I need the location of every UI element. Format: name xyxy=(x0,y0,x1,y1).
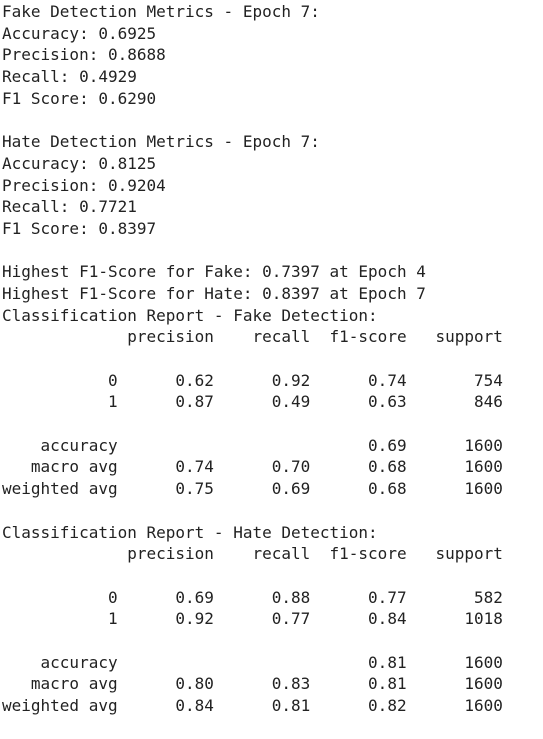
highest-line: Highest F1-Score for Fake: 0.7397 at Epo… xyxy=(2,261,543,283)
highest-line: Highest F1-Score for Hate: 0.8397 at Epo… xyxy=(2,283,426,303)
column-header: support xyxy=(435,327,503,347)
report-row: weighted avg 0.84 0.81 0.82 1600 xyxy=(2,695,543,717)
row-label: macro avg xyxy=(30,457,118,477)
metric-line: F1 Score: 0.6290 xyxy=(2,88,543,110)
section-heading: Fake Detection Metrics - Epoch 7: xyxy=(2,1,543,23)
cell: 0.74 xyxy=(368,370,407,390)
metric-line: Accuracy: 0.6925 xyxy=(2,23,543,45)
cell: 0.49 xyxy=(271,392,311,412)
report-row: 1 0.92 0.77 0.84 1018 xyxy=(2,608,543,630)
metric-line: F1 Score: 0.8397 xyxy=(2,218,157,238)
report-title: Classification Report - Hate Detection: xyxy=(2,522,543,544)
metric-line: Precision: 0.8688 xyxy=(2,45,166,65)
row-label: 0 xyxy=(107,370,118,390)
cell: 0.74 xyxy=(175,457,214,477)
cell: 0.92 xyxy=(175,609,214,629)
report-header: precision recall f1-score support xyxy=(2,543,543,565)
row-label: 0 xyxy=(107,587,118,607)
highest-line: Highest F1-Score for Fake: 0.7397 at Epo… xyxy=(2,262,426,282)
report-row: accuracy 0.81 1600 xyxy=(2,652,543,674)
column-header: support xyxy=(435,544,503,564)
row-label: 1 xyxy=(107,392,118,412)
cell: 0.77 xyxy=(368,587,407,607)
cell: 1600 xyxy=(464,457,503,477)
metric-line: Precision: 0.9204 xyxy=(2,175,166,195)
metric-line: Accuracy: 0.6925 xyxy=(2,23,157,43)
report-row: accuracy 0.69 1600 xyxy=(2,435,543,457)
report-row: 1 0.87 0.49 0.63 846 xyxy=(2,391,543,413)
highest-line: Highest F1-Score for Hate: 0.8397 at Epo… xyxy=(2,283,543,305)
cell: 0.68 xyxy=(368,457,407,477)
row-label: accuracy xyxy=(40,435,118,455)
cell: 754 xyxy=(474,370,503,390)
metric-line: Recall: 0.7721 xyxy=(2,197,137,217)
column-header: f1-score xyxy=(329,327,407,347)
cell: 0.84 xyxy=(368,609,407,629)
row-label: 1 xyxy=(107,609,118,629)
metric-line: Precision: 0.9204 xyxy=(2,175,543,197)
metric-line: Precision: 0.8688 xyxy=(2,44,543,66)
report-row: macro avg 0.74 0.70 0.68 1600 xyxy=(2,456,543,478)
column-header: precision xyxy=(127,544,214,564)
row-label: accuracy xyxy=(40,652,118,672)
cell: 1600 xyxy=(464,652,503,672)
report-row: macro avg 0.80 0.83 0.81 1600 xyxy=(2,673,543,695)
cell: 0.83 xyxy=(271,674,311,694)
cell: 0.69 xyxy=(175,587,214,607)
metric-line: Accuracy: 0.8125 xyxy=(2,153,543,175)
cell: 0.84 xyxy=(175,696,214,715)
cell: 1600 xyxy=(464,435,503,455)
cell: 0.62 xyxy=(175,370,214,390)
metric-line: F1 Score: 0.8397 xyxy=(2,218,543,240)
column-header: f1-score xyxy=(329,544,407,564)
cell: 0.69 xyxy=(271,479,311,499)
row-label: weighted avg xyxy=(2,479,118,499)
cell: 1018 xyxy=(464,609,503,629)
metric-line: Recall: 0.4929 xyxy=(2,66,543,88)
metric-line: Recall: 0.4929 xyxy=(2,67,137,87)
report-title: Classification Report - Fake Detection: xyxy=(2,305,378,325)
section-heading: Hate Detection Metrics - Epoch 7: xyxy=(2,132,320,152)
cell: 1600 xyxy=(464,696,503,715)
cell: 0.68 xyxy=(368,479,407,499)
cell: 0.88 xyxy=(271,587,311,607)
cell: 1600 xyxy=(464,479,503,499)
report-title: Classification Report - Fake Detection: xyxy=(2,305,543,327)
section-heading: Hate Detection Metrics - Epoch 7: xyxy=(2,131,543,153)
cell: 0.75 xyxy=(175,479,214,499)
report-row: 0 0.69 0.88 0.77 582 xyxy=(2,587,543,609)
cell: 0.81 xyxy=(368,652,407,672)
metric-line: Recall: 0.7721 xyxy=(2,196,543,218)
cell: 0.77 xyxy=(271,609,311,629)
column-header: recall xyxy=(252,327,311,347)
cell: 0.80 xyxy=(175,674,214,694)
metric-line: F1 Score: 0.6290 xyxy=(2,88,157,108)
report-header: precision recall f1-score support xyxy=(2,326,543,348)
cell: 0.82 xyxy=(368,696,407,715)
cell: 0.81 xyxy=(271,696,311,715)
cell: 0.81 xyxy=(368,674,407,694)
cell: 0.63 xyxy=(368,392,407,412)
report-row: 0 0.62 0.92 0.74 754 xyxy=(2,370,543,392)
metric-line: Accuracy: 0.8125 xyxy=(2,153,157,173)
column-header: recall xyxy=(252,544,311,564)
report-title: Classification Report - Hate Detection: xyxy=(2,522,378,542)
cell: 0.69 xyxy=(368,435,407,455)
report-row: weighted avg 0.75 0.69 0.68 1600 xyxy=(2,478,543,500)
row-label: weighted avg xyxy=(2,696,118,715)
cell: 0.70 xyxy=(271,457,311,477)
row-label: macro avg xyxy=(30,674,118,694)
section-heading: Fake Detection Metrics - Epoch 7: xyxy=(2,2,320,21)
column-header: precision xyxy=(127,327,214,347)
cell: 0.87 xyxy=(175,392,214,412)
cell: 1600 xyxy=(464,674,503,694)
cell: 0.92 xyxy=(271,370,311,390)
cell: 846 xyxy=(474,392,503,412)
cell: 582 xyxy=(474,587,503,607)
